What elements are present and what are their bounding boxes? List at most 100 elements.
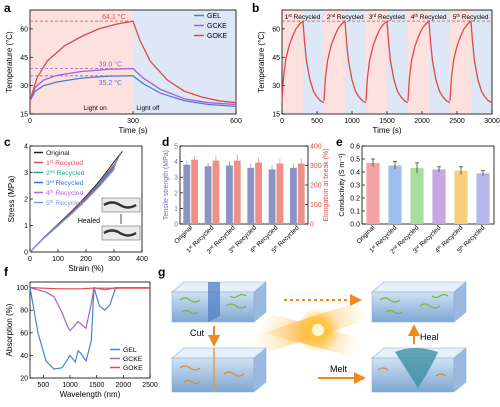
- annotation-0: 64.1 °C: [102, 13, 125, 21]
- cycle-label-2: 2nd Recycled: [327, 13, 364, 22]
- y-tick-label: 30: [272, 83, 280, 90]
- absorption-line-goke: [29, 287, 150, 290]
- y-tick-label: 0.0: [350, 222, 360, 229]
- panel-label-g: g: [158, 265, 165, 279]
- y-tick-label: 0: [174, 222, 178, 229]
- y-right-tick-label: 400: [310, 144, 322, 151]
- absorption-line-gcke: [29, 286, 150, 332]
- y-tick-label: 4: [174, 159, 178, 166]
- y-tick-label: 2: [174, 190, 178, 197]
- cycle-line-5: [449, 19, 493, 104]
- legend-label: 1st Recycled: [46, 159, 83, 168]
- cycle-line-1: [281, 19, 325, 104]
- x-tick-label: 0: [280, 118, 284, 125]
- panel-label-d: d: [162, 135, 169, 149]
- inset-gel-before: [103, 201, 137, 209]
- x-tick-label: 1000: [62, 382, 78, 389]
- bar-elongation: [255, 162, 262, 224]
- cycle-line-4: [407, 19, 451, 104]
- legend-label: GOKE: [207, 33, 228, 40]
- annotation-1: 39.0 °C: [99, 61, 122, 69]
- cycle-label-1: 1st Recycled: [285, 13, 321, 22]
- conductivity-bar: [366, 162, 380, 224]
- y-tick-label: 3: [24, 170, 28, 177]
- bar-elongation: [297, 163, 305, 224]
- heating-region: [450, 10, 471, 114]
- heating-region: [282, 10, 303, 114]
- x-tick-label: 1500: [89, 382, 105, 389]
- y-tick-label: 40: [20, 353, 28, 360]
- bar-elongation: [191, 159, 198, 224]
- y-tick-label: 1: [174, 206, 178, 213]
- y-tick-label: 15: [20, 112, 28, 119]
- x-tick-label: 0: [28, 118, 32, 125]
- y-tick-label: 4: [24, 144, 28, 151]
- y-axis-label: Conductivity (S m⁻¹): [339, 153, 346, 216]
- plot-frame: [29, 281, 151, 379]
- panel-label-e: e: [336, 135, 343, 149]
- x-tick-label: 500: [311, 118, 323, 125]
- hydrogel-block-melted: [371, 347, 467, 393]
- y-tick-label: 0.6: [350, 144, 360, 151]
- y-tick-label: 45: [272, 55, 280, 62]
- y-tick-label: 15: [272, 112, 280, 119]
- panel-label-b: b: [252, 1, 259, 15]
- x-tick-label: 2000: [414, 118, 430, 125]
- light-off-label: Light off: [136, 105, 159, 112]
- cycle-label-4: 4th Recycled: [411, 13, 447, 22]
- legend-label: GOKE: [123, 365, 143, 372]
- bar-elongation: [233, 160, 241, 224]
- hydrogel-block-healed: [371, 281, 467, 323]
- y-tick-label: 2: [24, 197, 28, 204]
- y-tick-label: 5: [174, 144, 178, 151]
- legend-label: GEL: [123, 347, 137, 354]
- legend-label: GCKE: [123, 356, 143, 363]
- y-tick-label: 3: [174, 175, 178, 182]
- legend-label: GEL: [207, 13, 221, 20]
- bar-elongation: [276, 163, 284, 224]
- legend-label: Original: [46, 150, 70, 157]
- light-on-label: Light on: [84, 105, 108, 112]
- panel-label-a: a: [4, 1, 11, 15]
- x-axis-label: Time (s): [118, 126, 147, 135]
- bar-elongation: [212, 160, 220, 224]
- panel-g-schematic: Cut Melt Heal: [171, 281, 467, 393]
- plot-frame: [361, 145, 495, 225]
- y-tick-label: 0: [24, 250, 28, 257]
- legend-label: 4th Recycled: [46, 189, 84, 198]
- y-axis-label: Temperature (°C): [257, 31, 266, 93]
- cooling-region: [387, 10, 408, 114]
- y-tick-label: 0.5: [350, 157, 360, 164]
- conductivity-bar: [454, 170, 468, 224]
- y-right-tick-label: 0: [310, 222, 314, 229]
- legend-label: GCKE: [207, 23, 227, 30]
- legend-label: 5th Recycled: [46, 199, 84, 208]
- y-tick-label: 60: [272, 26, 280, 33]
- plot-frame: [179, 145, 309, 225]
- x-tick-label: 400: [136, 256, 148, 263]
- x-tick-label: 2500: [142, 382, 158, 389]
- cycle-line-2: [323, 19, 367, 104]
- heal-label: Heal: [420, 332, 439, 342]
- cooling-region: [471, 10, 492, 114]
- x-axis-label: Strain (%): [68, 264, 104, 273]
- cycle-label-5: 5th Recycled: [453, 13, 489, 22]
- stress-line: [29, 160, 116, 253]
- y-axis-label: Temperature (°C): [5, 31, 14, 93]
- cycle-label-3: 3rd Recycled: [369, 13, 405, 22]
- melt-label: Melt: [330, 364, 348, 374]
- hydrogel-block-cut: [171, 347, 267, 393]
- y-tick-label: 80: [20, 308, 28, 315]
- conductivity-bar: [410, 168, 424, 224]
- x-tick-label: 0: [28, 256, 32, 263]
- light-source-core: [312, 324, 324, 336]
- panel-label-c: c: [4, 135, 11, 149]
- cycle-line-3: [365, 19, 409, 104]
- x-tick-label: 2000: [116, 382, 132, 389]
- y-tick-label: 0.3: [350, 183, 360, 190]
- y-tick-label: 0.1: [350, 209, 360, 216]
- legend-label: 2nd Recycled: [46, 169, 85, 178]
- inset-label: Healed: [78, 218, 100, 225]
- y-tick-label: 60: [20, 330, 28, 337]
